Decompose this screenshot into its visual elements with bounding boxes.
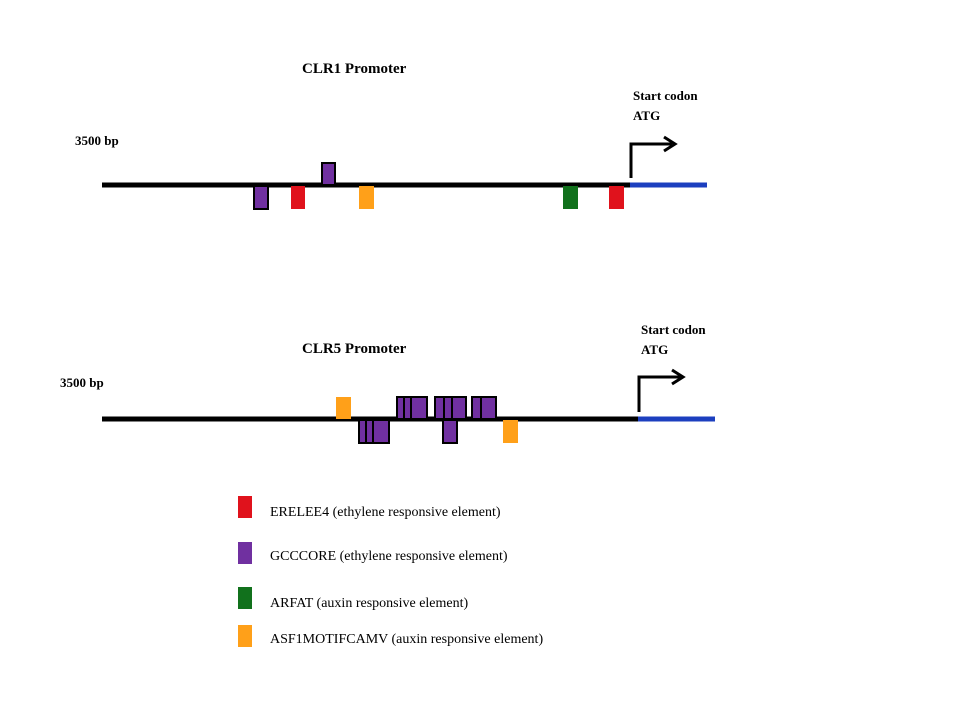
clr1-erelee4-element [291,186,305,209]
clr1-promoter: CLR1 Promoter 3500 bp Start codon ATG [75,61,707,210]
legend-arfat-label: ARFAT (auxin responsive element) [270,596,469,611]
clr1-asf1motifcamv-element [359,186,374,209]
legend-gcccore-swatch [238,542,252,564]
legend-erelee4-label: ERELEE4 (ethylene responsive element) [270,505,501,520]
legend-asf1motifcamv-swatch [238,625,252,647]
legend-gcccore-label: GCCCORE (ethylene responsive element) [270,549,508,564]
clr5-title: CLR5 Promoter [302,341,407,357]
clr1-arrow-head [663,135,678,153]
legend-erelee4-swatch [238,496,252,518]
clr1-atg-label: ATG [633,108,660,123]
clr1-arfat-element [563,186,578,209]
clr5-gcccore-element [434,396,467,420]
legend-asf1motifcamv-label: ASF1MOTIFCAMV (auxin responsive element) [270,632,543,647]
clr5-promoter: CLR5 Promoter 3500 bp Start codon ATG [60,322,715,444]
clr5-arrow-head [671,368,686,386]
clr1-erelee4-element [609,186,624,209]
clr5-start-arrow [637,375,680,412]
clr1-gcccore-element [321,162,336,186]
clr5-start-codon-label: Start codon [641,322,706,337]
clr1-start-arrow [629,142,672,178]
clr5-asf1motifcamv-element [503,420,518,443]
clr1-title: CLR1 Promoter [302,61,407,77]
clr1-gcccore-element [253,185,269,210]
legend: ERELEE4 (ethylene responsive element) GC… [238,496,543,647]
clr1-start-codon-label: Start codon [633,88,698,103]
clr5-length-label: 3500 bp [60,375,104,390]
clr5-gcccore-element [471,396,497,420]
clr5-gcccore-element [442,419,458,444]
clr5-asf1motifcamv-element [336,397,351,419]
clr5-gcccore-cluster-above [396,396,497,420]
clr1-length-label: 3500 bp [75,133,119,148]
clr5-atg-label: ATG [641,342,668,357]
clr5-gcccore-cluster-below [358,419,458,444]
legend-arfat-swatch [238,587,252,609]
